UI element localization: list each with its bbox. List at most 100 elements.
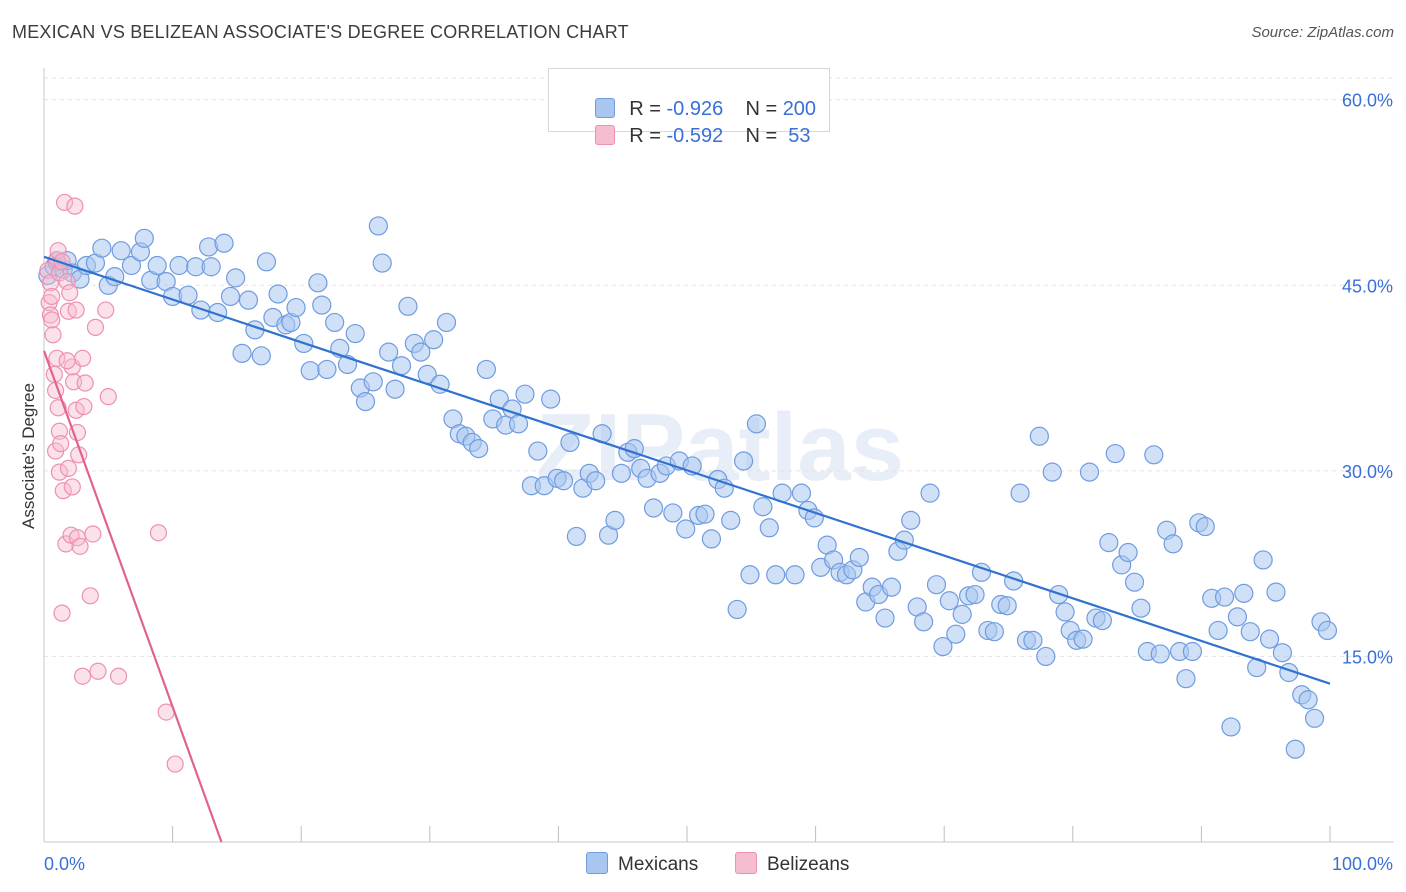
point-mexicans xyxy=(372,253,392,273)
x-tick-label-right: 100.0% xyxy=(1332,854,1393,874)
point-belizeans xyxy=(71,537,89,555)
point-belizeans xyxy=(84,525,102,543)
point-mexicans xyxy=(1317,620,1338,641)
point-belizeans xyxy=(89,662,107,680)
chart-title: MEXICAN VS BELIZEAN ASSOCIATE'S DEGREE C… xyxy=(12,22,629,42)
axes xyxy=(43,68,1394,843)
point-mexicans xyxy=(1272,643,1293,663)
legend-row-belizeans: R = -0.592 N = 53 xyxy=(573,102,811,147)
point-mexicans xyxy=(1099,533,1119,553)
series-legend: Mexicans Belizeans xyxy=(0,852,1406,878)
point-mexicans xyxy=(251,346,271,366)
point-mexicans xyxy=(1298,690,1318,710)
y-tick-label: 60.0% xyxy=(1342,91,1393,111)
legend-swatch-mexicans xyxy=(595,98,616,118)
point-mexicans xyxy=(541,389,561,409)
point-mexicans xyxy=(663,503,683,523)
point-mexicans xyxy=(1105,443,1125,464)
point-mexicans xyxy=(1163,534,1183,554)
point-mexicans xyxy=(1131,598,1151,618)
point-mexicans xyxy=(385,379,405,399)
point-belizeans xyxy=(43,311,61,329)
point-belizeans xyxy=(54,482,72,500)
point-mexicans xyxy=(997,596,1017,616)
point-mexicans xyxy=(952,604,972,624)
point-mexicans xyxy=(875,608,895,628)
point-mexicans xyxy=(226,268,246,288)
point-mexicans xyxy=(308,273,328,293)
point-belizeans xyxy=(49,242,67,260)
point-mexicans xyxy=(971,562,992,582)
point-mexicans xyxy=(701,529,722,549)
point-belizeans xyxy=(55,193,74,212)
point-belizeans xyxy=(73,667,92,685)
point-mexicans xyxy=(391,356,412,376)
point-belizeans xyxy=(97,301,115,319)
point-mexicans xyxy=(753,497,773,517)
point-mexicans xyxy=(560,432,580,453)
legend-n-label: N = xyxy=(745,98,783,120)
legend-r-label: R = xyxy=(629,98,667,120)
trend-line-mexicans xyxy=(43,255,1331,685)
y-tick-label: 30.0% xyxy=(1342,462,1393,482)
point-belizeans xyxy=(53,604,71,622)
point-mexicans xyxy=(1055,602,1075,622)
point-mexicans xyxy=(791,483,812,503)
legend-item-mexicans: Mexicans xyxy=(586,852,698,876)
x-tick-label-left: 0.0% xyxy=(44,854,85,874)
point-mexicans xyxy=(1124,572,1145,592)
point-mexicans xyxy=(1036,646,1056,667)
point-belizeans xyxy=(63,478,81,496)
legend-r-value-belizeans: -0.592 xyxy=(666,125,724,147)
point-mexicans xyxy=(1118,542,1138,563)
legend-r-value-mexicans: -0.926 xyxy=(666,98,724,120)
point-mexicans xyxy=(849,547,869,568)
point-mexicans xyxy=(1208,620,1228,641)
series-belizeans xyxy=(39,193,184,773)
point-mexicans xyxy=(411,342,431,362)
point-belizeans xyxy=(52,435,70,453)
point-mexicans xyxy=(785,565,805,585)
point-belizeans xyxy=(58,352,76,370)
tick-labels: 15.0% 30.0% 45.0% 60.0% 0.0% 100.0% xyxy=(44,91,1393,874)
point-mexicans xyxy=(1182,641,1202,662)
point-belizeans xyxy=(61,284,79,302)
point-mexicans xyxy=(881,577,902,597)
legend-swatch-belizeans xyxy=(595,125,616,145)
point-mexicans xyxy=(424,330,444,350)
legend-item-belizeans: Belizeans xyxy=(735,852,849,876)
point-belizeans xyxy=(48,349,66,367)
point-mexicans xyxy=(1092,610,1112,631)
legend-n-value-mexicans: 200 xyxy=(782,98,817,120)
point-mexicans xyxy=(268,284,288,304)
point-mexicans xyxy=(1176,669,1196,689)
point-belizeans xyxy=(50,463,69,481)
point-mexicans xyxy=(1079,462,1100,482)
legend-row-mexicans: R = -0.926 N = 200 xyxy=(573,75,816,120)
point-belizeans xyxy=(99,388,117,406)
point-mexicans xyxy=(1266,582,1286,602)
point-belizeans xyxy=(86,318,105,336)
point-mexicans xyxy=(1221,717,1241,737)
point-mexicans xyxy=(1023,630,1043,650)
point-belizeans xyxy=(67,301,85,319)
point-belizeans xyxy=(59,459,78,477)
point-mexicans xyxy=(1150,644,1170,664)
point-mexicans xyxy=(286,297,306,318)
point-belizeans xyxy=(75,397,93,416)
point-mexicans xyxy=(1010,483,1030,503)
point-belizeans xyxy=(73,349,92,367)
point-mexicans xyxy=(1304,708,1325,728)
point-mexicans xyxy=(643,498,664,518)
point-mexicans xyxy=(553,471,574,491)
point-mexicans xyxy=(325,312,345,333)
point-mexicans xyxy=(695,504,715,524)
point-mexicans xyxy=(111,241,131,261)
point-mexicans xyxy=(901,510,921,530)
point-mexicans xyxy=(1227,607,1248,627)
point-belizeans xyxy=(66,197,84,215)
point-mexicans xyxy=(1253,550,1273,570)
point-mexicans xyxy=(1240,622,1260,642)
point-mexicans xyxy=(914,612,934,632)
